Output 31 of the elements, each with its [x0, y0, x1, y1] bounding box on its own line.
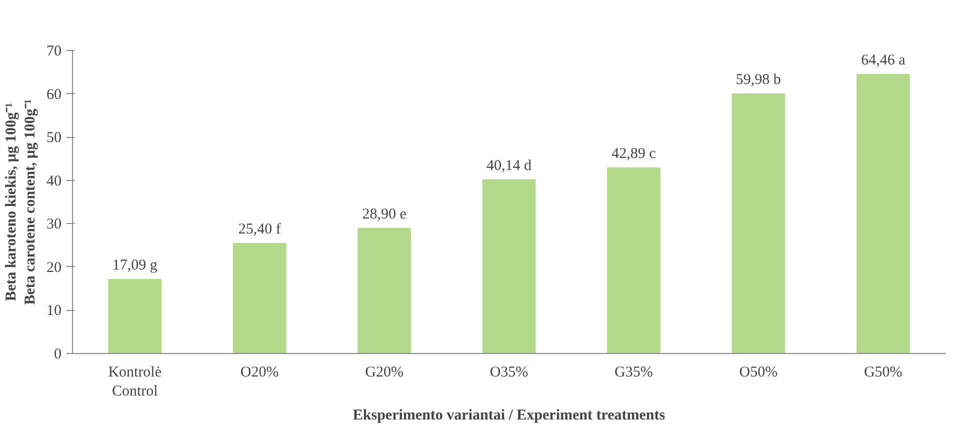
- x-tick-label: Kontrolė Control: [108, 364, 162, 400]
- x-tick-label: O20%: [240, 364, 279, 380]
- y-tick-label: 0: [54, 346, 62, 362]
- x-axis-title: Eksperimento variantai / Experiment treatments: [352, 408, 666, 424]
- y-tick-label: 50: [46, 130, 62, 146]
- data-label: 17,09 g: [112, 258, 158, 274]
- y-tick-label: 40: [46, 173, 62, 190]
- y-axis-title: Beta karoteno kiekis, μg 100g⁻¹ Beta carotene content, μg 100g⁻¹: [3, 99, 38, 305]
- y-tick-label: 60: [46, 86, 62, 103]
- y-tick-label: 20: [46, 260, 62, 276]
- bar: [732, 93, 786, 354]
- data-label: 64,46 a: [861, 52, 906, 68]
- bar: [358, 228, 411, 354]
- data-label: 59,98 b: [736, 72, 781, 88]
- y-tick-label: 70: [46, 44, 62, 60]
- bar: [607, 167, 660, 354]
- x-tick-label: G35%: [614, 364, 653, 380]
- data-label: 28,90 e: [362, 206, 407, 222]
- bar: [108, 279, 162, 354]
- bar: [232, 243, 286, 354]
- data-label: 42,89 c: [612, 146, 656, 162]
- x-tick-label: O50%: [739, 364, 778, 380]
- y-tick-label: 30: [46, 216, 62, 233]
- bar: [482, 179, 536, 354]
- y-tick-label: 10: [46, 303, 62, 320]
- x-tick-label: G50%: [864, 364, 902, 380]
- x-tick-label: G20%: [365, 364, 404, 380]
- x-tick-label: O35%: [490, 364, 528, 380]
- bar: [856, 74, 910, 354]
- data-label: 25,40 f: [238, 222, 281, 238]
- data-label: 40,14 d: [486, 158, 532, 174]
